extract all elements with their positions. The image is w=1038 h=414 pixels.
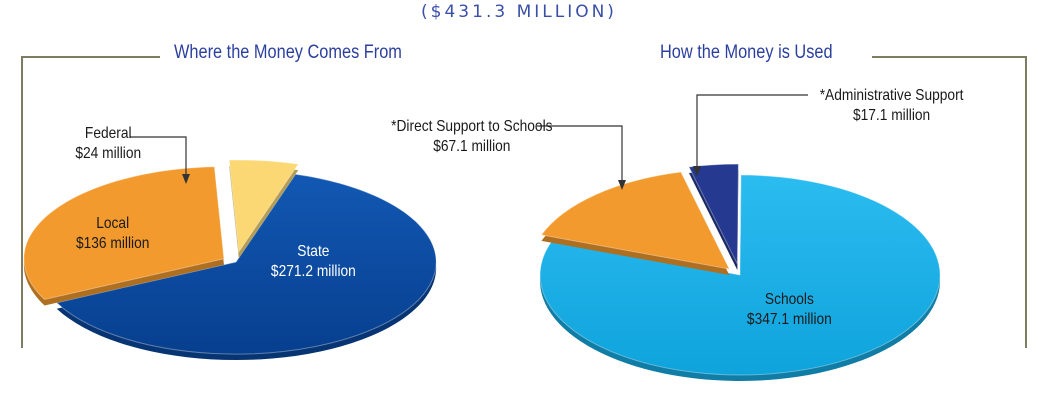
admin-support-arrowhead <box>693 166 701 176</box>
direct-support-arrowhead <box>618 180 626 190</box>
federal-name: Federal <box>84 125 132 142</box>
state-value: $271.2 million <box>270 263 356 280</box>
federal-value: $24 million <box>75 145 142 162</box>
schools-name: Schools <box>764 291 814 308</box>
funding-sources-pie <box>23 159 437 361</box>
local-name: Local <box>96 215 130 232</box>
state-label: State $271.2 million <box>271 242 356 282</box>
admin-support-label: *Administrative Support $17.1 million <box>820 86 964 126</box>
slice-direct_support <box>540 171 731 270</box>
slice-admin_support <box>688 163 739 265</box>
admin-support-leader <box>696 94 808 170</box>
slice-state <box>55 173 437 355</box>
federal-label: Federal $24 million <box>75 124 141 164</box>
federal-leader <box>130 136 187 178</box>
slice-local <box>23 166 225 301</box>
spending-uses-pie <box>539 163 941 381</box>
leader-arrows <box>182 166 701 190</box>
slice-federal <box>228 159 300 254</box>
schools-label: Schools $347.1 million <box>747 290 832 330</box>
total-amount: ($431.3 MILLION) <box>421 2 617 22</box>
left-frame <box>21 56 160 348</box>
frame-lines <box>21 56 1027 348</box>
leader-lines <box>130 94 808 184</box>
right-chart-title: How the Money is Used <box>660 42 833 63</box>
admin-support-name: *Administrative Support <box>819 87 964 104</box>
direct-support-name: *Direct Support to Schools <box>391 118 553 135</box>
slice-schools <box>539 174 941 376</box>
schools-value: $347.1 million <box>746 311 832 328</box>
local-value: $136 million <box>75 235 150 252</box>
federal-arrowhead <box>182 174 190 184</box>
direct-support-value: $67.1 million <box>433 138 511 155</box>
state-name: State <box>297 243 330 260</box>
direct-support-leader <box>537 125 623 184</box>
local-label: Local $136 million <box>76 214 149 254</box>
right-frame <box>872 56 1027 348</box>
left-chart-title: Where the Money Comes From <box>174 42 402 63</box>
admin-support-value: $17.1 million <box>852 107 931 124</box>
direct-support-label: *Direct Support to Schools $67.1 million <box>391 117 552 157</box>
